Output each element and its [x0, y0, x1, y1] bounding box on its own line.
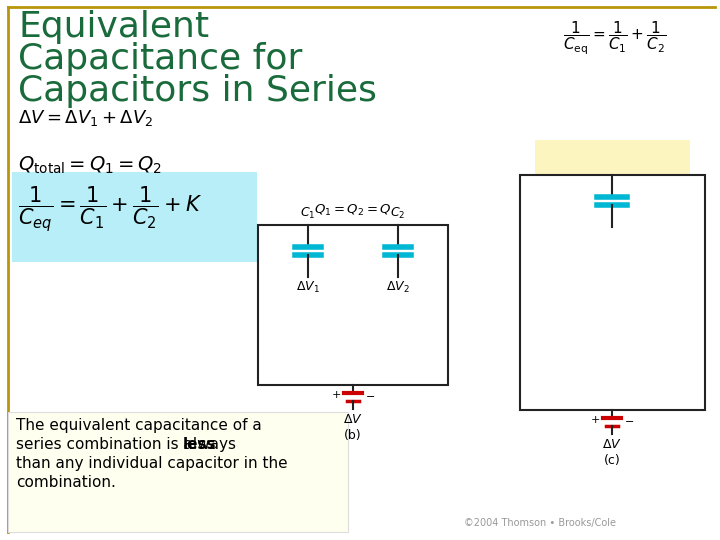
Text: $\Delta V_2$: $\Delta V_2$ [386, 280, 410, 295]
Text: $Q_1 = Q_2 = Q$: $Q_1 = Q_2 = Q$ [314, 203, 392, 218]
Text: $C_1$: $C_1$ [300, 206, 316, 221]
Text: $Q_{\mathrm{total}} = Q_1 = Q_2$: $Q_{\mathrm{total}} = Q_1 = Q_2$ [18, 155, 162, 176]
Text: combination.: combination. [16, 475, 116, 490]
Text: $-$: $-$ [624, 415, 634, 425]
Bar [8, 412, 348, 532]
Text: ©2004 Thomson • Brooks/Cole: ©2004 Thomson • Brooks/Cole [464, 518, 616, 528]
Bar [535, 140, 690, 260]
Text: $\dfrac{1}{C_{eq}} = \dfrac{1}{C_1} + \dfrac{1}{C_2} + K$: $\dfrac{1}{C_{eq}} = \dfrac{1}{C_1} + \d… [18, 185, 202, 234]
Bar [258, 225, 448, 385]
Text: $\dfrac{1}{C_{\mathrm{eq}}} = \dfrac{1}{C_1} + \dfrac{1}{C_2}$: $\dfrac{1}{C_{\mathrm{eq}}} = \dfrac{1}{… [563, 20, 667, 57]
Text: series combination is always: series combination is always [16, 437, 241, 452]
Text: $\Delta V$: $\Delta V$ [343, 413, 363, 426]
Text: Capacitors in Series: Capacitors in Series [18, 74, 377, 108]
Text: Capacitance for: Capacitance for [18, 42, 302, 76]
Text: $\Delta V_1$: $\Delta V_1$ [296, 280, 320, 295]
Text: than any individual capacitor in the: than any individual capacitor in the [16, 456, 287, 471]
Text: +: + [590, 415, 600, 425]
Text: (c): (c) [603, 454, 621, 467]
Text: Equivalent: Equivalent [18, 10, 209, 44]
Text: $C_2$: $C_2$ [390, 206, 405, 221]
Bar [12, 172, 257, 262]
Text: $\Delta V = \Delta V_1 + \Delta V_2$: $\Delta V = \Delta V_1 + \Delta V_2$ [18, 108, 153, 128]
Text: (b): (b) [344, 429, 362, 442]
Text: $-$: $-$ [365, 390, 375, 400]
Bar [520, 175, 705, 410]
Text: less: less [183, 437, 217, 452]
Text: +: + [332, 390, 341, 400]
Text: $\Delta V$: $\Delta V$ [602, 438, 622, 451]
Text: The equivalent capacitance of a: The equivalent capacitance of a [16, 418, 262, 433]
